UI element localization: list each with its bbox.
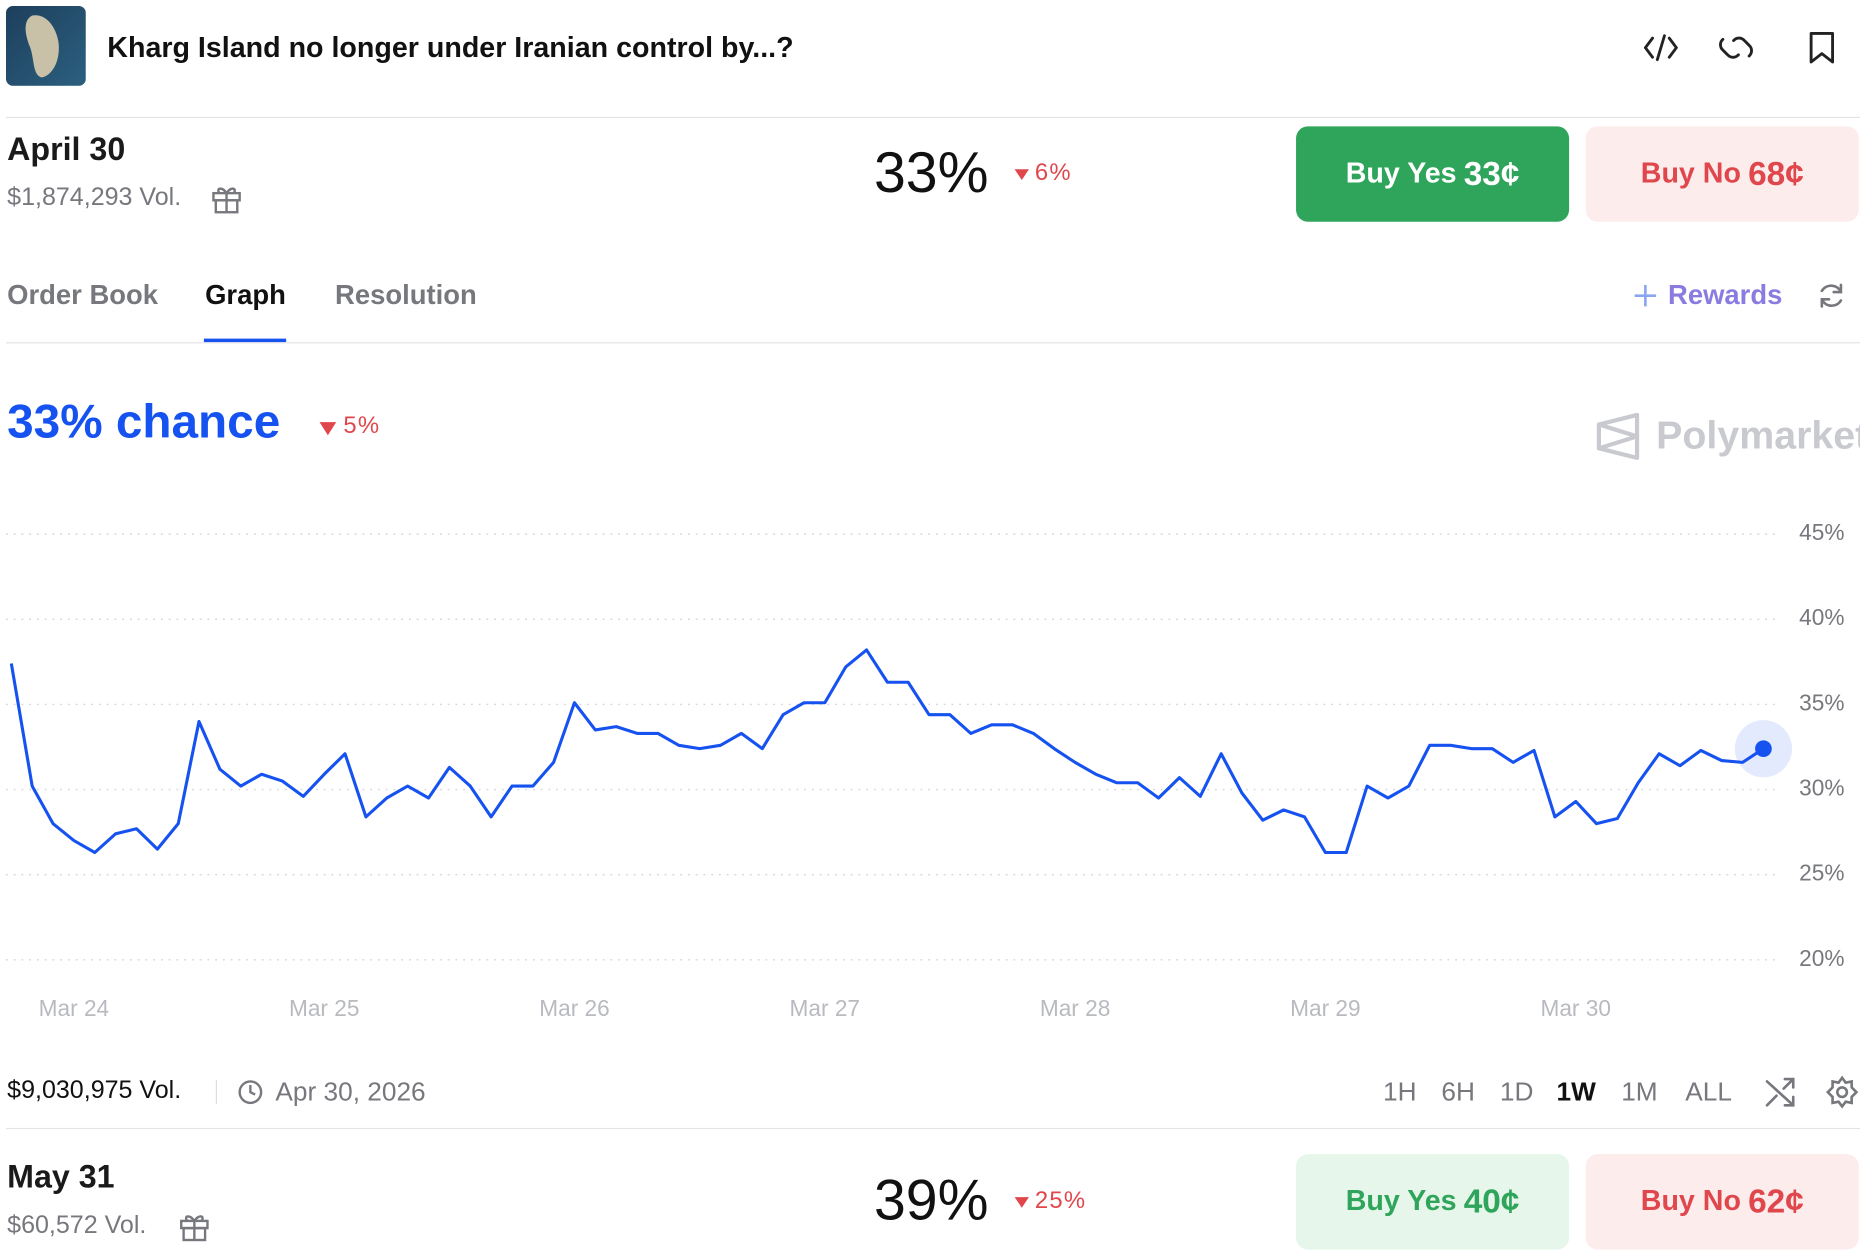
no-price: 62¢ bbox=[1748, 1182, 1804, 1220]
x-tick-label: Mar 29 bbox=[1290, 995, 1360, 1021]
down-caret bbox=[1014, 169, 1029, 181]
x-tick-label: Mar 28 bbox=[1040, 995, 1110, 1021]
down-caret bbox=[1014, 1197, 1029, 1208]
end-date: Apr 30, 2026 bbox=[275, 1076, 426, 1107]
rewards-link[interactable]: Rewards bbox=[1668, 279, 1783, 311]
settings-icon[interactable] bbox=[1825, 1075, 1859, 1109]
buy-yes-button[interactable]: Buy Yes 33¢ bbox=[1296, 126, 1570, 222]
x-tick-label: Mar 27 bbox=[790, 995, 860, 1021]
brand-name: Polymarket bbox=[1656, 412, 1860, 457]
market-change: 25% bbox=[1034, 1187, 1087, 1214]
market-volume: $60,572 Vol. bbox=[7, 1211, 147, 1239]
buy-yes-button[interactable]: Buy Yes 40¢ bbox=[1296, 1154, 1570, 1250]
x-tick-label: Mar 25 bbox=[289, 995, 359, 1021]
range-button[interactable]: 1D bbox=[1499, 1076, 1534, 1107]
separator bbox=[215, 1080, 218, 1105]
y-tick-label: 35% bbox=[1799, 689, 1844, 715]
total-volume: $9,030,975 Vol. bbox=[7, 1076, 182, 1105]
buy-yes-label: Buy Yes bbox=[1345, 1185, 1457, 1218]
gift-icon bbox=[212, 187, 241, 214]
x-tick-label: Mar 24 bbox=[39, 995, 109, 1021]
title: Kharg Island no longer under Iranian con… bbox=[107, 32, 794, 65]
y-tick-label: 40% bbox=[1799, 604, 1844, 630]
header-icons bbox=[1643, 31, 1835, 64]
y-tick-label: 45% bbox=[1799, 519, 1844, 545]
thumbnail bbox=[5, 5, 86, 86]
x-tick-label: Mar 30 bbox=[1540, 995, 1610, 1021]
divider bbox=[5, 116, 1860, 119]
market-date: April 30 bbox=[7, 131, 126, 167]
link-icon[interactable] bbox=[1719, 36, 1753, 59]
y-tick-label: 25% bbox=[1799, 860, 1844, 886]
y-tick-label: 20% bbox=[1799, 945, 1844, 971]
chart-change: 5% bbox=[343, 412, 381, 439]
no-price: 68¢ bbox=[1748, 155, 1804, 192]
brand-logo bbox=[1596, 412, 1640, 460]
price-line bbox=[9, 648, 1765, 855]
market-chance: 39% bbox=[873, 1169, 989, 1233]
buy-yes-label: Buy Yes bbox=[1345, 157, 1457, 190]
refresh-icon[interactable] bbox=[1817, 281, 1846, 310]
buy-no-button[interactable]: Buy No 68¢ bbox=[1585, 126, 1859, 222]
market-date: May 31 bbox=[7, 1158, 115, 1195]
tab-active[interactable]: Graph bbox=[205, 279, 286, 311]
embed-icon[interactable] bbox=[1643, 34, 1678, 62]
y-tick-label: 30% bbox=[1799, 775, 1844, 801]
range-button[interactable]: 1H bbox=[1383, 1076, 1417, 1107]
market-volume: $1,874,293 Vol. bbox=[7, 183, 182, 212]
tab-underline bbox=[203, 338, 287, 343]
end-point bbox=[1755, 740, 1772, 758]
bookmark-icon[interactable] bbox=[1809, 31, 1835, 64]
yes-price: 40¢ bbox=[1463, 1182, 1520, 1220]
range-button[interactable]: 6H bbox=[1441, 1076, 1475, 1107]
plus-icon bbox=[1634, 284, 1657, 307]
down-caret bbox=[319, 422, 337, 436]
market-chance: 33% bbox=[873, 141, 989, 206]
buy-no-label: Buy No bbox=[1640, 1185, 1741, 1218]
chart-title: 33% chance bbox=[7, 395, 281, 449]
buy-no-label: Buy No bbox=[1640, 157, 1741, 190]
divider bbox=[5, 1127, 1860, 1130]
clock-icon bbox=[238, 1080, 263, 1105]
market-change: 6% bbox=[1034, 159, 1072, 187]
buy-no-button[interactable]: Buy No 62¢ bbox=[1585, 1154, 1859, 1250]
range-button-active[interactable]: 1W bbox=[1556, 1076, 1596, 1107]
divider bbox=[5, 342, 1860, 344]
x-tick-label: Mar 26 bbox=[539, 995, 609, 1021]
tab[interactable]: Order Book bbox=[7, 279, 159, 311]
gift-icon bbox=[180, 1215, 209, 1242]
tab[interactable]: Resolution bbox=[335, 279, 477, 311]
shuffle-icon[interactable] bbox=[1765, 1077, 1796, 1108]
range-button[interactable]: 1M bbox=[1621, 1076, 1658, 1107]
yes-price: 33¢ bbox=[1463, 155, 1520, 192]
range-button[interactable]: ALL bbox=[1685, 1076, 1732, 1107]
